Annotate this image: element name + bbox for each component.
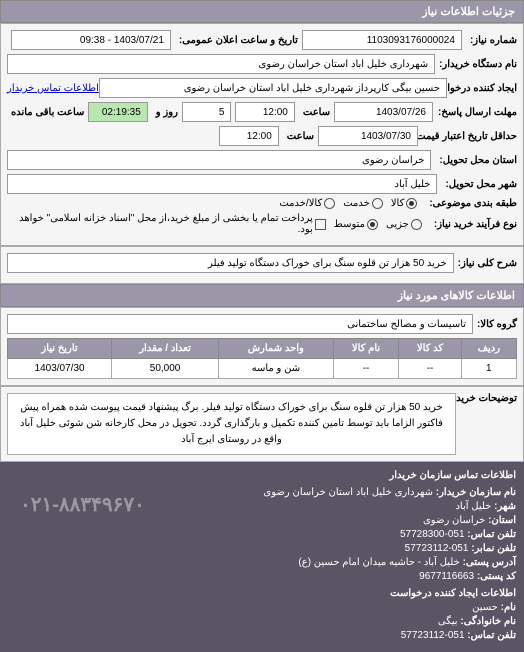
col-qty: تعداد / مقدار [112, 339, 219, 359]
radio-service[interactable]: خدمت [343, 198, 383, 209]
cell-name: -- [333, 359, 399, 379]
c-address: خلیل آباد - حاشیه میدان امام حسین (ع) [298, 557, 459, 568]
items-table: ردیف کد کالا نام کالا واحد شمارش تعداد /… [7, 338, 517, 379]
watermark: ۰۲۱-۸۸۳۴۹۶۷۰ [20, 492, 145, 517]
radio-icon [367, 219, 378, 230]
c-name: حسین [472, 602, 498, 613]
c-creator-phone-label: تلفن تماس: [467, 630, 516, 641]
cell-date: 1403/07/30 [8, 359, 112, 379]
form-section: شماره نیاز: 1103093176000024 تاریخ و ساع… [0, 23, 524, 246]
opt-goods-label: کالا [391, 198, 405, 209]
contact-title: اطلاعات تماس سازمان خریدار [8, 470, 516, 481]
radio-small[interactable]: جزیی [386, 219, 422, 230]
subject-section: شرح کلی نیاز: خرید 50 هزار تن قلوه سنگ ب… [0, 246, 524, 284]
c-name-label: نام: [501, 602, 516, 613]
checkbox-icon [315, 219, 326, 230]
checkbox-partial[interactable]: پرداخت تمام یا بخشی از مبلغ خرید،از محل … [7, 213, 326, 235]
col-name: نام کالا [333, 339, 399, 359]
c-address-label: آدرس پستی: [463, 557, 516, 568]
countdown: 02:19:35 [88, 102, 147, 122]
col-date: تاریخ نیاز [8, 339, 112, 359]
c-postcode-label: کد پستی: [477, 571, 516, 582]
opt-medium-label: متوسط [334, 219, 365, 230]
creator-title: اطلاعات ایجاد کننده درخواست [8, 588, 516, 599]
time-label-1: ساعت [299, 107, 330, 118]
classification-label: طبقه بندی موضوعی: [425, 198, 517, 209]
days-label: روز و [152, 107, 178, 118]
subject-text: خرید 50 هزار تن قلوه سنگ برای خوراک دستگ… [7, 253, 454, 273]
table-row: 1 -- -- شن و ماسه 50,000 1403/07/30 [8, 359, 517, 379]
radio-icon [411, 219, 422, 230]
c-postcode: 9677116663 [419, 571, 474, 582]
col-code: کد کالا [399, 339, 461, 359]
radio-icon [324, 198, 335, 209]
city-field: خلیل آباد [7, 174, 437, 194]
radio-icon [406, 198, 417, 209]
opt-service-label: خدمت [343, 198, 370, 209]
c-city: خلیل آباد [455, 501, 491, 512]
days-remaining: 5 [182, 102, 232, 122]
page-title: جزئیات اطلاعات نیاز [0, 0, 524, 23]
c-creator-phone: 051-57723112 [401, 630, 465, 641]
need-no-label: شماره نیاز: [466, 35, 517, 46]
reply-until-time: 12:00 [235, 102, 294, 122]
c-phone: 051-57728300 [400, 529, 465, 540]
radio-goods[interactable]: کالا [391, 198, 418, 209]
minor-label: نوع فرآیند خرید نیاز: [430, 219, 517, 230]
description-section: توضیحات خریدار: خرید 50 هزار تن قلوه سنگ… [0, 386, 524, 462]
c-family: بیگی [438, 616, 458, 627]
items-section: گروه کالا: تاسیسات و مصالح ساختمانی ردیف… [0, 307, 524, 386]
validity-label: حداقل تاریخ اعتبار قیمت: [422, 131, 517, 142]
city-label: شهر محل تحویل: [441, 179, 517, 190]
radio-icon [372, 198, 383, 209]
subject-label: شرح کلی نیاز: [454, 258, 517, 269]
contact-link[interactable]: اطلاعات تماس خریدار [7, 83, 99, 94]
c-fax-label: تلفن نمابر: [471, 543, 516, 554]
countdown-label: ساعت باقی مانده [7, 107, 84, 118]
opt-goods-service-label: کالا/خدمت [279, 198, 322, 209]
description-text: خرید 50 هزار تن قلوه سنگ برای خوراک دستگ… [7, 393, 456, 455]
announce-date-field: 1403/07/21 - 09:38 [11, 30, 171, 50]
c-province-label: استان: [488, 515, 516, 526]
announce-label: تاریخ و ساعت اعلان عمومی: [175, 35, 298, 46]
buyer-org-label: نام دستگاه خریدار: [435, 59, 517, 70]
c-fax: 051-57723112 [405, 543, 469, 554]
validity-time: 12:00 [219, 126, 279, 146]
cell-code: -- [399, 359, 461, 379]
opt-small-label: جزیی [386, 219, 409, 230]
province-field: خراسان رضوی [7, 150, 431, 170]
province-label: استان محل تحویل: [435, 155, 517, 166]
c-family-label: نام خانوادگی: [460, 616, 516, 627]
contact-section: ۰۲۱-۸۸۳۴۹۶۷۰ اطلاعات تماس سازمان خریدار … [0, 462, 524, 652]
partial-payment-label: پرداخت تمام یا بخشی از مبلغ خرید،از محل … [7, 213, 313, 235]
radio-medium[interactable]: متوسط [334, 219, 378, 230]
description-label: توضیحات خریدار: [462, 393, 517, 404]
col-row: ردیف [461, 339, 516, 359]
c-org: شهرداری خلیل اباد استان خراسان رضوی [263, 487, 433, 498]
items-section-title: اطلاعات کالاهای مورد نیاز [0, 284, 524, 307]
radio-goods-service[interactable]: کالا/خدمت [279, 198, 335, 209]
reply-until-date: 1403/07/26 [334, 102, 433, 122]
col-unit: واحد شمارش [219, 339, 334, 359]
buyer-org-field: شهرداری خلیل اباد استان خراسان رضوی [7, 54, 435, 74]
validity-date: 1403/07/30 [318, 126, 418, 146]
cell-qty: 50,000 [112, 359, 219, 379]
c-phone-label: تلفن تماس: [467, 529, 516, 540]
cell-row: 1 [461, 359, 516, 379]
reply-deadline-label: مهلت ارسال پاسخ: [437, 107, 517, 118]
creator-label: ایجاد کننده درخواست: [447, 83, 517, 94]
time-label-2: ساعت [283, 131, 314, 142]
group-label: گروه کالا: [473, 319, 517, 330]
c-province: خراسان رضوی [423, 515, 485, 526]
need-no-field: 1103093176000024 [302, 30, 462, 50]
creator-field: حسین بیگی کارپرداز شهرداری خلیل اباد است… [99, 78, 447, 98]
group-field: تاسیسات و مصالح ساختمانی [7, 314, 473, 334]
c-city-label: شهر: [494, 501, 516, 512]
cell-unit: شن و ماسه [219, 359, 334, 379]
c-org-label: نام سازمان خریدار: [436, 487, 516, 498]
